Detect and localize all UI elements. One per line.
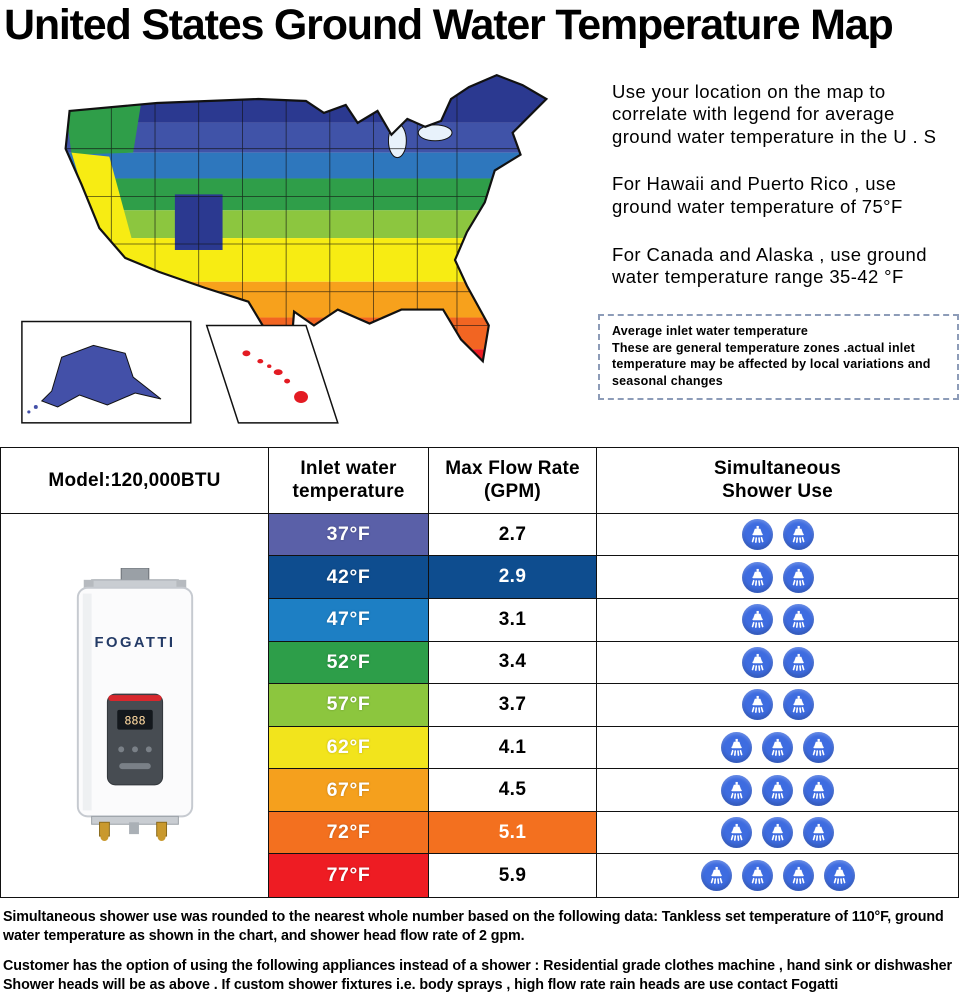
shower-icon bbox=[741, 604, 773, 636]
shower-use-cell bbox=[597, 684, 958, 727]
water-heater-image: FOGATTI 888 bbox=[76, 568, 193, 842]
map-instructions: Use your location on the map to correlat… bbox=[598, 80, 959, 401]
map-instruction-3: For Canada and Alaska , use ground water… bbox=[612, 243, 927, 288]
heater-display: 888 bbox=[124, 714, 145, 728]
footnotes: Simultaneous shower use was rounded to t… bbox=[0, 898, 959, 994]
shower-icon bbox=[803, 817, 834, 849]
alaska-inset bbox=[21, 320, 192, 424]
flow-rate-cell: 4.1 bbox=[429, 726, 597, 770]
shower-icon bbox=[762, 817, 793, 849]
shower-icon bbox=[700, 860, 732, 892]
flow-rate-cell: 4.5 bbox=[429, 769, 597, 812]
shower-icon bbox=[823, 860, 855, 892]
shower-icon bbox=[803, 732, 834, 763]
shower-icon bbox=[803, 774, 834, 806]
shower-icon bbox=[782, 689, 814, 721]
flow-rate-cell: 5.1 bbox=[429, 811, 597, 855]
map-instruction-1: Use your location on the map to correlat… bbox=[612, 80, 937, 147]
footnote-1: Simultaneous shower use was rounded to t… bbox=[3, 909, 944, 944]
us-groundwater-map bbox=[21, 73, 549, 424]
shower-use-cell bbox=[597, 812, 958, 855]
shower-use-cell bbox=[597, 727, 958, 770]
page-title: United States Ground Water Temperature M… bbox=[4, 1, 894, 49]
flow-rate-cell: 5.9 bbox=[429, 854, 597, 898]
shower-icon bbox=[782, 646, 814, 678]
shower-icon bbox=[782, 604, 814, 636]
shower-use-cell bbox=[597, 854, 958, 897]
shower-icon bbox=[762, 732, 793, 763]
flow-rate-cell: 3.1 bbox=[429, 598, 597, 642]
shower-icon bbox=[741, 860, 773, 892]
note-body: These are general temperature zones .act… bbox=[612, 340, 931, 389]
inlet-temp-cell: 62°F bbox=[269, 726, 429, 770]
us-outline bbox=[64, 73, 549, 364]
shower-use-cell bbox=[597, 769, 958, 812]
shower-icon bbox=[762, 774, 793, 806]
shower-use-cell bbox=[597, 514, 958, 557]
shower-icon bbox=[721, 774, 752, 806]
hawaii-inset bbox=[205, 324, 339, 424]
inlet-temp-cell: 37°F bbox=[269, 513, 429, 557]
header-simultaneous-shower-use: Simultaneous Shower Use bbox=[597, 448, 958, 514]
flow-rate-cell: 3.4 bbox=[429, 641, 597, 685]
header-model: Model:120,000BTU bbox=[1, 447, 269, 514]
shower-use-cell bbox=[597, 599, 958, 642]
spec-table: Model:120,000BTU Inlet water temperature… bbox=[0, 446, 959, 899]
inlet-temp-cell: 77°F bbox=[269, 854, 429, 898]
shower-icon bbox=[721, 732, 752, 763]
shower-icon bbox=[721, 817, 752, 849]
map-instruction-2: For Hawaii and Puerto Rico , use ground … bbox=[612, 173, 903, 217]
heater-brand-label: FOGATTI bbox=[94, 635, 175, 651]
note-title: Average inlet water temperature bbox=[612, 323, 809, 338]
flow-rate-cell: 2.7 bbox=[429, 513, 597, 557]
flow-rate-cell: 3.7 bbox=[429, 684, 597, 727]
inlet-temp-cell: 57°F bbox=[269, 684, 429, 727]
shower-use-cell bbox=[597, 556, 958, 599]
shower-icon bbox=[782, 519, 814, 551]
inlet-temp-cell: 52°F bbox=[269, 641, 429, 685]
inlet-temp-cell: 42°F bbox=[269, 556, 429, 599]
inlet-temp-cell: 47°F bbox=[269, 598, 429, 642]
map-section: Use your location on the map to correlat… bbox=[0, 55, 959, 445]
shower-icon bbox=[782, 860, 814, 892]
inlet-temp-cell: 72°F bbox=[269, 811, 429, 855]
shower-use-cell bbox=[597, 642, 958, 685]
shower-icon bbox=[741, 561, 773, 593]
heater-cell: FOGATTI 888 bbox=[1, 513, 269, 898]
shower-icon bbox=[741, 646, 773, 678]
header-inlet-temperature: Inlet water temperature bbox=[269, 447, 429, 514]
header-max-flow-rate: Max Flow Rate (GPM) bbox=[429, 447, 597, 514]
flow-rate-cell: 2.9 bbox=[429, 556, 597, 599]
inlet-temp-cell: 67°F bbox=[269, 769, 429, 812]
shower-icon bbox=[741, 689, 773, 721]
shower-icon bbox=[782, 561, 814, 593]
shower-icon bbox=[741, 519, 773, 551]
footnote-2: Customer has the option of using the fol… bbox=[3, 957, 952, 993]
inlet-temperature-note: Average inlet water temperature These ar… bbox=[598, 313, 959, 401]
